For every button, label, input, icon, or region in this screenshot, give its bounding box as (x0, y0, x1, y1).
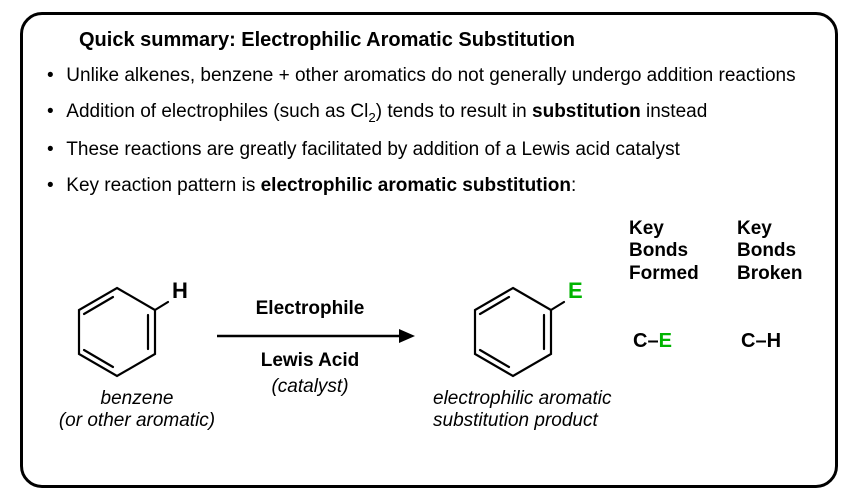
key-broken-head: KeyBondsBroken (737, 218, 802, 286)
arrow-bottom-label1: Lewis Acid (215, 350, 405, 372)
arrow-bottom-label2: (catalyst) (215, 376, 405, 398)
reaction-arrow (215, 326, 415, 346)
summary-card: Quick summary: Electrophilic Aromatic Su… (20, 12, 838, 488)
arrow-top-label: Electrophile (215, 298, 405, 320)
bullet-dot: • (47, 64, 61, 88)
product-caption: electrophilic aromaticsubstitution produ… (433, 388, 653, 434)
bullet-3: • These reactions are greatly facilitate… (47, 138, 813, 162)
svg-text:H: H (172, 280, 187, 303)
key-broken-val: C–H (741, 330, 781, 353)
bullet-2: • Addition of electrophiles (such as Cl2… (47, 100, 813, 126)
bullet-text: These reactions are greatly facilitated … (66, 138, 808, 162)
bullet-text: Addition of electrophiles (such as Cl2) … (66, 100, 808, 126)
benzene-reactant: H (67, 280, 187, 400)
bullet-dot: • (47, 174, 61, 198)
key-formed-val: C–E (633, 330, 672, 353)
reaction-diagram: H benzene(or other aromatic) Electrophil… (45, 210, 813, 448)
benzene-product: E (463, 280, 583, 400)
svg-text:E: E (568, 280, 583, 303)
bullet-4: • Key reaction pattern is electrophilic … (47, 174, 813, 198)
bullet-dot: • (47, 100, 61, 124)
bullet-1: • Unlike alkenes, benzene + other aromat… (47, 64, 813, 88)
bullet-dot: • (47, 138, 61, 162)
bullet-text: Unlike alkenes, benzene + other aromatic… (66, 64, 808, 88)
key-formed-head: KeyBondsFormed (629, 218, 699, 286)
bullet-text: Key reaction pattern is electrophilic ar… (66, 174, 808, 198)
card-title: Quick summary: Electrophilic Aromatic Su… (79, 29, 813, 52)
reactant-caption: benzene(or other aromatic) (37, 388, 237, 434)
